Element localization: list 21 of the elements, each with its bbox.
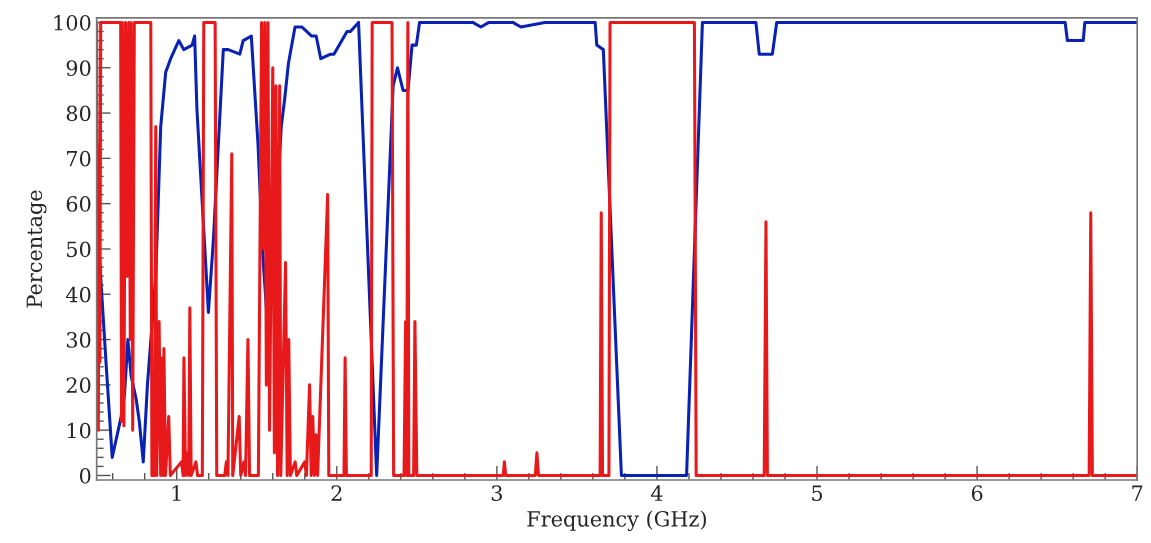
x-tick-label: 6 bbox=[971, 485, 983, 501]
y-tick-label: 80 bbox=[66, 105, 91, 122]
x-tick-label: 7 bbox=[1132, 485, 1143, 501]
y-tick-label: 40 bbox=[65, 286, 91, 303]
y-axis-title: Percentage bbox=[26, 190, 47, 308]
y-tick-label: 70 bbox=[67, 150, 91, 167]
line-series bbox=[96, 20, 1138, 478]
y-tick-label: 20 bbox=[66, 377, 91, 394]
y-tick-label: 60 bbox=[66, 196, 91, 212]
x-tick-label: 1 bbox=[172, 485, 181, 501]
x-tick-label: 3 bbox=[491, 485, 502, 501]
x-tick-label: 2 bbox=[331, 485, 342, 501]
y-tick-label: 0 bbox=[79, 467, 91, 484]
x-tick-label: 4 bbox=[650, 485, 663, 501]
y-tick-label: 50 bbox=[67, 241, 91, 258]
y-tick-label: 100 bbox=[54, 14, 91, 31]
y-tick-label: 90 bbox=[66, 60, 91, 76]
y-tick-label: 30 bbox=[66, 332, 91, 348]
x-axis-title: Frequency (GHz) bbox=[527, 510, 706, 532]
x-tick-label: 5 bbox=[812, 485, 823, 501]
y-tick-label: 10 bbox=[67, 422, 91, 439]
